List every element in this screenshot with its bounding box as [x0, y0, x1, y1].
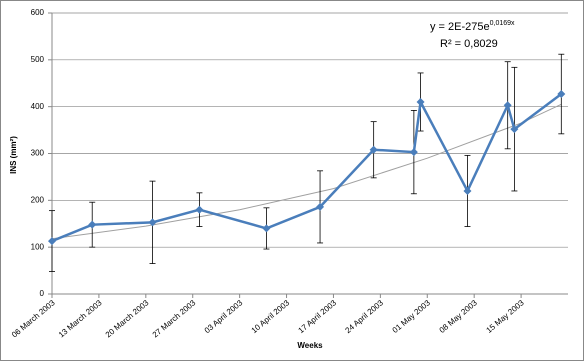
- equation: y = 2E-275e0,0169x: [430, 20, 515, 33]
- marker: [416, 97, 425, 106]
- equation-exponent: 0,0169x: [490, 20, 515, 27]
- y-axis-label: INS (mm²): [9, 136, 18, 174]
- marker: [557, 90, 566, 99]
- y-tick-label: 600: [31, 8, 45, 17]
- equation-base: y = 2E-275e: [430, 21, 490, 33]
- y-tick-label: 300: [31, 149, 45, 158]
- marker: [88, 220, 97, 229]
- marker: [316, 202, 325, 211]
- y-tick-label: 500: [31, 55, 45, 64]
- r-squared: R² = 0,8029: [440, 38, 498, 50]
- marker: [503, 101, 512, 110]
- marker: [48, 237, 56, 246]
- y-tick-label: 100: [31, 242, 45, 251]
- y-tick-label: 200: [31, 195, 45, 204]
- marker: [369, 145, 378, 154]
- marker: [510, 125, 519, 134]
- marker: [463, 186, 472, 195]
- y-tick-label: 400: [31, 102, 45, 111]
- marker: [195, 205, 204, 214]
- marker: [409, 148, 418, 157]
- x-axis-label: Weeks: [297, 341, 323, 350]
- marker: [148, 218, 157, 227]
- marker: [262, 224, 271, 233]
- y-tick-label: 0: [40, 289, 45, 298]
